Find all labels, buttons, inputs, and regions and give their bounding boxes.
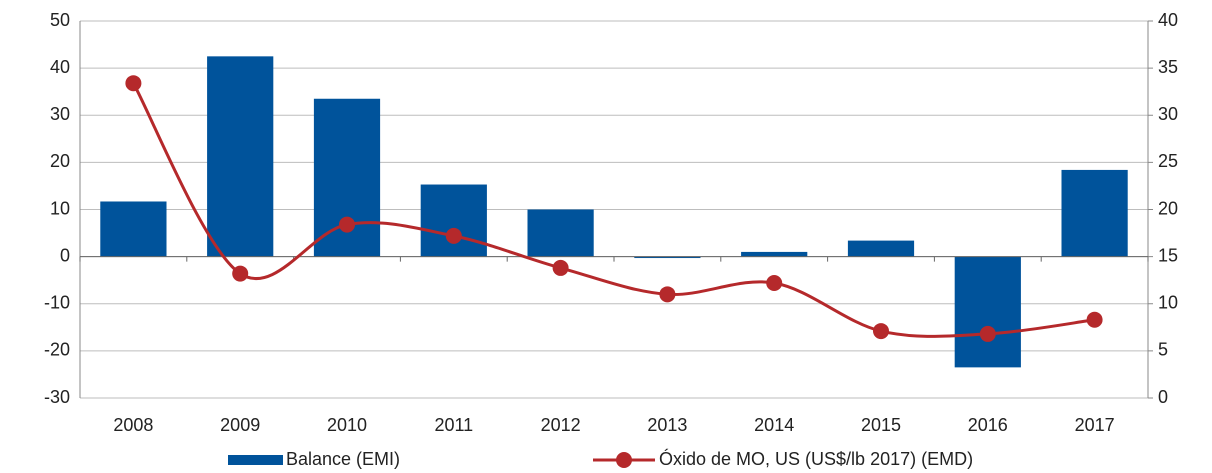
y2-tick-label: 30 xyxy=(1158,104,1178,124)
x-tick-label: 2015 xyxy=(861,415,901,435)
y-tick-label: 30 xyxy=(50,104,70,124)
x-tick-label: 2013 xyxy=(647,415,687,435)
y2-tick-label: 5 xyxy=(1158,340,1168,360)
y2-tick-label: 40 xyxy=(1158,10,1178,30)
x-tick-label: 2017 xyxy=(1075,415,1115,435)
bar xyxy=(634,256,701,259)
y2-tick-label: 0 xyxy=(1158,387,1168,407)
bar xyxy=(1061,169,1128,257)
bar xyxy=(313,98,381,257)
line-marker xyxy=(1086,311,1103,328)
y-tick-label: -10 xyxy=(44,293,70,313)
line-marker xyxy=(552,259,569,276)
x-tick-label: 2009 xyxy=(220,415,260,435)
legend-swatch xyxy=(228,455,283,465)
y2-tick-label: 35 xyxy=(1158,57,1178,77)
line-marker xyxy=(979,325,996,342)
y-tick-label: 40 xyxy=(50,57,70,77)
line-marker xyxy=(339,216,355,233)
y2-tick-label: 20 xyxy=(1158,198,1178,218)
x-tick-label: 2016 xyxy=(968,415,1008,435)
line xyxy=(132,82,1095,338)
x-tick-label: 2014 xyxy=(754,415,794,435)
line-marker xyxy=(445,227,462,244)
bar xyxy=(741,251,808,257)
bar xyxy=(100,201,167,257)
bar xyxy=(847,240,915,257)
bar xyxy=(420,184,487,257)
x-tick-label: 2011 xyxy=(434,415,473,435)
line-marker xyxy=(873,323,889,340)
line-marker xyxy=(232,265,249,282)
legend-label: Óxido de MO, US (US$/lb 2017) (EMD) xyxy=(659,448,973,469)
y-tick-label: 0 xyxy=(60,245,70,265)
line-marker xyxy=(659,286,676,303)
bar xyxy=(527,209,594,257)
x-tick-label: 2012 xyxy=(541,415,581,435)
y2-tick-label: 15 xyxy=(1158,245,1178,265)
y-tick-label: 20 xyxy=(50,151,70,171)
y2-tick-label: 10 xyxy=(1158,293,1178,313)
y2-tick-label: 25 xyxy=(1158,151,1178,171)
y-tick-label: 10 xyxy=(50,198,70,218)
x-tick-label: 2008 xyxy=(113,415,153,435)
x-tick-label: 2010 xyxy=(327,415,367,435)
line-marker xyxy=(766,275,783,292)
bar xyxy=(954,256,1021,368)
line-marker xyxy=(125,75,142,92)
bar xyxy=(207,56,274,257)
y-tick-label: -30 xyxy=(44,387,70,407)
legend-marker xyxy=(616,452,632,468)
legend-label: Balance (EMI) xyxy=(286,449,400,469)
y-tick-label: 50 xyxy=(50,10,70,30)
y-tick-label: -20 xyxy=(44,340,70,360)
